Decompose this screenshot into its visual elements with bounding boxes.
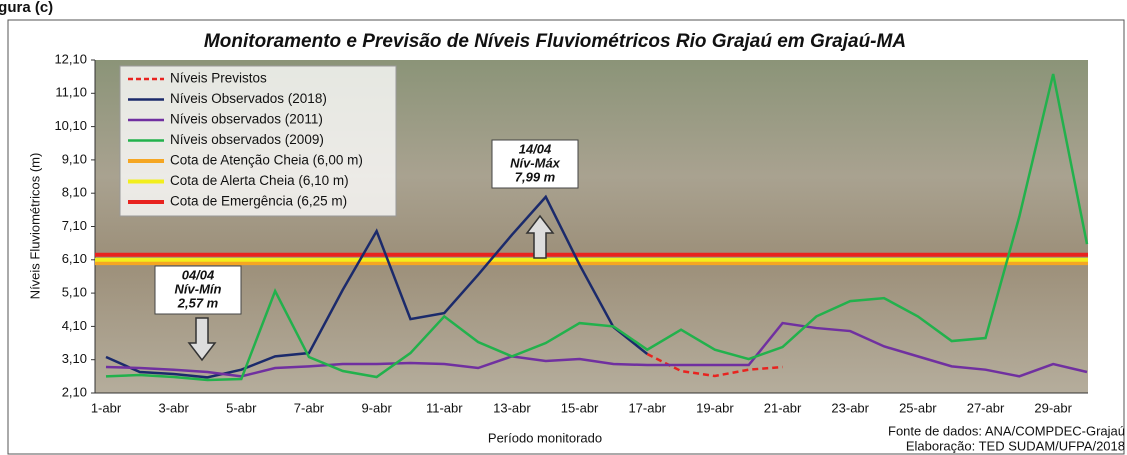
legend-label: Cota de Alerta Cheia (6,10 m): [170, 173, 349, 188]
annotation-text: Nív-Mín: [175, 281, 222, 296]
x-tick-label: 17-abr: [628, 400, 666, 415]
annotation-arrow: [187, 317, 217, 362]
source-note: Fonte de dados: ANA/COMPDEC-Grajaú: [888, 423, 1125, 438]
y-tick-label: 12,10: [54, 51, 87, 66]
figure-label: igura (c): [0, 0, 53, 16]
annotation-text: 7,99 m: [515, 169, 556, 184]
x-tick-label: 5-abr: [226, 400, 257, 415]
series-line: [105, 321, 1088, 378]
x-tick-label: 3-abr: [158, 400, 189, 415]
legend-label: Cota de Atenção Cheia (6,00 m): [170, 153, 363, 168]
annotation-box: [491, 139, 579, 189]
y-tick-label: 2,10: [62, 384, 87, 399]
legend-box: [119, 65, 397, 217]
x-tick-label: 11-abr: [426, 400, 463, 415]
legend-label: Cota de Emergência (6,25 m): [170, 194, 347, 209]
x-tick-label: 15-abr: [561, 400, 599, 415]
x-tick-label: 25-abr: [899, 400, 937, 415]
annotation-box: [154, 265, 242, 315]
annotation-text: Nív-Máx: [510, 155, 561, 170]
x-tick-label: 9-abr: [361, 400, 392, 415]
x-tick-label: 13-abr: [493, 400, 531, 415]
y-tick-label: 8,10: [62, 185, 87, 200]
source-note: Elaboração: TED SUDAM/UFPA/2018: [906, 438, 1125, 453]
y-tick-label: 10,10: [54, 118, 87, 133]
annotation-text: 04/04: [182, 267, 215, 282]
annotation-arrow: [525, 214, 555, 259]
chart-title: Monitoramento e Previsão de Níveis Fluvi…: [204, 31, 906, 52]
legend-label: Níveis observados (2011): [170, 112, 323, 127]
series-line: [105, 73, 1089, 382]
x-tick-label: 21-abr: [764, 400, 802, 415]
x-tick-label: 27-abr: [967, 400, 1005, 415]
y-axis-label: Níveis Fluviométricos (m): [27, 153, 42, 300]
x-tick-label: 23-abr: [831, 400, 869, 415]
plot-layer: 2,10 3,10 4,10 5,10 6,10 7,10 8,10 9,10 10,10 11,…: [54, 51, 1089, 415]
y-tick-label: 5,10: [62, 285, 87, 300]
x-tick-label: 1-abr: [91, 400, 122, 415]
x-axis-label: Período monitorado: [488, 430, 602, 445]
y-tick-label: 4,10: [62, 318, 87, 333]
x-tick-label: 29-abr: [1034, 400, 1072, 415]
legend-label: Níveis observados (2009): [170, 132, 324, 147]
legend-label: Níveis Observados (2018): [170, 91, 327, 106]
y-tick-label: 11,10: [55, 85, 87, 100]
y-tick-label: 7,10: [62, 218, 87, 233]
x-tick-label: 19-abr: [696, 400, 734, 415]
x-tick-label: 7-abr: [294, 400, 325, 415]
y-tick-label: 9,10: [62, 151, 87, 166]
annotation-text: 14/04: [519, 141, 552, 156]
y-tick-label: 6,10: [62, 251, 87, 266]
series-line: [105, 194, 649, 379]
legend-label: Níveis Previstos: [170, 71, 267, 86]
y-tick-label: 3,10: [62, 351, 87, 366]
annotation-text: 2,57 m: [177, 295, 219, 310]
